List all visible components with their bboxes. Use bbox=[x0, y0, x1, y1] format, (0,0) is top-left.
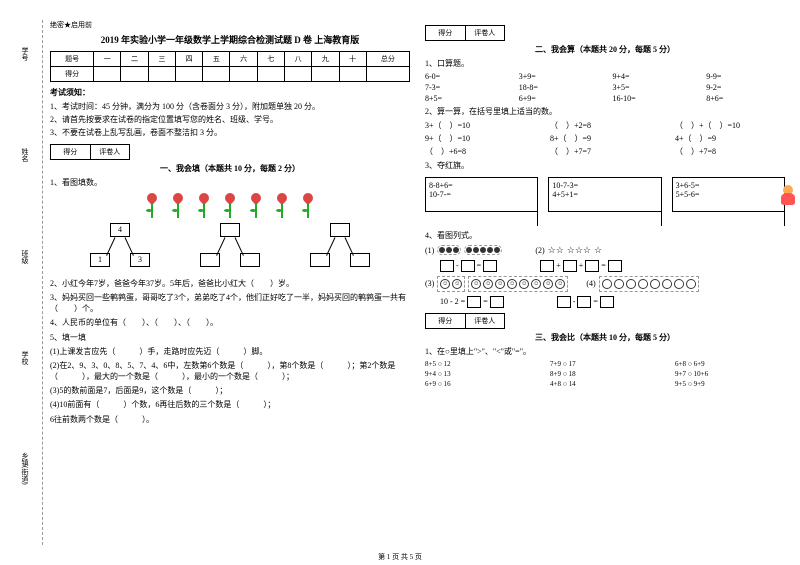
notice-item: 3、不要在试卷上乱写乱画，卷面不整洁扣 3 分。 bbox=[50, 127, 410, 138]
calc-row: 3+（ ）=10（ ）+2=8（ ）+（ ）=10 bbox=[425, 120, 785, 131]
q2-3: 3、夺红旗。 bbox=[425, 160, 785, 171]
score-table: 题号一二三四五六七八九十总分 得分 bbox=[50, 51, 410, 82]
score-box: 得分评卷人 bbox=[425, 313, 505, 329]
calc-row: 6-0=3+9=9+4=9-9= bbox=[425, 72, 785, 81]
q1-1: 1、看图填数。 bbox=[50, 177, 410, 188]
flower-icon bbox=[247, 193, 265, 218]
binding-margin: 学号 姓名 班级 学校 乡镇(街道) bbox=[8, 20, 43, 545]
pic-eq-boxes: - = + + = bbox=[425, 260, 785, 272]
q1-5b: (2)在2、9、3、0、8、5、7、4、6中，左数第6个数是（ ），第8个数是（… bbox=[50, 360, 410, 382]
section-2-title: 二、我会算（本题共 20 分，每题 5 分） bbox=[425, 44, 785, 55]
star-icon: ☆☆☆ bbox=[567, 245, 591, 256]
page-content: 绝密★启用前 2019 年实验小学一年级数学上学期综合检测试题 D 卷 上海教育… bbox=[0, 0, 800, 438]
tree-diagram bbox=[190, 223, 270, 273]
binding-field: 学号 bbox=[20, 47, 30, 94]
right-column: 得分评卷人 二、我会算（本题共 20 分，每题 5 分） 1、口算题。 6-0=… bbox=[425, 20, 785, 428]
flower-icon bbox=[273, 193, 291, 218]
flower-icon bbox=[143, 193, 161, 218]
q1-5d: (4)10前面有（ ）个数，6再往后数的三个数是（ ）； bbox=[50, 399, 410, 410]
calc-row: （ ）+6=8（ ）+7=7（ ）+7=8 bbox=[425, 146, 785, 157]
q1-5a: (1)上课发言应先（ ）手，走路时应先迈（ ）脚。 bbox=[50, 346, 410, 357]
face-group-icon: ☺☺☺☺☺☺☺☺ bbox=[468, 276, 568, 292]
q1-5e: 6往前数两个数是（ ）。 bbox=[50, 414, 410, 425]
flag: 10-7-3=4+5+1= bbox=[548, 177, 661, 212]
tree-diagram: 4 1 3 bbox=[80, 223, 160, 273]
flower-icon bbox=[221, 193, 239, 218]
q1-4: 4、人民币的单位有（ ）、（ ）、（ ）。 bbox=[50, 317, 410, 328]
notice-item: 1、考试时间：45 分钟，满分为 100 分（含卷面分 3 分），附加题单独 2… bbox=[50, 101, 410, 112]
q1-5c: (3)5的数前面是7，后面是9，这个数是（ ）； bbox=[50, 385, 410, 396]
calc-row: 8+5=6+9=16-10=8+6= bbox=[425, 94, 785, 103]
compare-row: 9+4 ○ 138+9 ○ 189+7 ○ 10+6 bbox=[425, 370, 785, 378]
compare-row: 8+5 ○ 127+9 ○ 176+8 ○ 6+9 bbox=[425, 360, 785, 368]
notice-title: 考试须知： bbox=[50, 87, 410, 98]
q2-2: 2、算一算，在括号里填上适当的数。 bbox=[425, 106, 785, 117]
dot-group-icon bbox=[464, 245, 502, 255]
star-icon: ☆ bbox=[594, 245, 602, 256]
secret-label: 绝密★启用前 bbox=[50, 20, 410, 30]
pic-eq-1: (1) (2) ☆☆ ☆☆☆ ☆ bbox=[425, 245, 785, 256]
dot-group-icon bbox=[437, 245, 461, 255]
pic-eq-3: (3) ☺☺ ☺☺☺☺☺☺☺☺ (4) bbox=[425, 276, 785, 292]
face-group-icon: ☺☺ bbox=[437, 276, 465, 292]
q1-5: 5、填一填 bbox=[50, 332, 410, 343]
binding-field: 姓名 bbox=[20, 148, 30, 195]
girl-icon bbox=[778, 185, 798, 210]
flower-icon bbox=[299, 193, 317, 218]
calc-row: 9+（ ）=108+（ ）=94+（ ）=9 bbox=[425, 133, 785, 144]
flag: 8-8+6=10-7-= bbox=[425, 177, 538, 212]
q3-1: 1、在○里填上">"、"<"或"="。 bbox=[425, 346, 785, 357]
score-box: 得分评卷人 bbox=[50, 144, 130, 160]
binding-field: 学校 bbox=[20, 351, 30, 398]
left-column: 绝密★启用前 2019 年实验小学一年级数学上学期综合检测试题 D 卷 上海教育… bbox=[50, 20, 410, 428]
pic-eq-boxes: 10 - 2 = = - = bbox=[425, 296, 785, 308]
tree-diagram bbox=[300, 223, 380, 273]
binding-field: 乡镇(街道) bbox=[20, 452, 30, 518]
q1-2: 2、小红今年7岁，爸爸今年37岁。5年后，爸爸比小红大（ ）岁。 bbox=[50, 278, 410, 289]
notice-item: 2、请首先按要求在试卷的指定位置填写您的姓名、班级、学号。 bbox=[50, 114, 410, 125]
flower-icon bbox=[195, 193, 213, 218]
q2-4: 4、看图列式。 bbox=[425, 230, 785, 241]
flower-row bbox=[50, 193, 410, 218]
compare-row: 6+9 ○ 164+8 ○ 149+5 ○ 9+9 bbox=[425, 380, 785, 388]
exam-title: 2019 年实验小学一年级数学上学期综合检测试题 D 卷 上海教育版 bbox=[50, 33, 410, 46]
page-footer: 第 1 页 共 5 页 bbox=[0, 552, 800, 562]
q2-1: 1、口算题。 bbox=[425, 58, 785, 69]
flag-row: 8-8+6=10-7-= 10-7-3=4+5+1= 3+6-5=5+5-6= bbox=[425, 177, 785, 212]
score-box: 得分评卷人 bbox=[425, 25, 505, 41]
section-1-title: 一、我会填（本题共 10 分，每题 2 分） bbox=[50, 163, 410, 174]
calc-row: 7-3=18-8=3+5=9-2= bbox=[425, 83, 785, 92]
section-3-title: 三、我会比（本题共 10 分，每题 5 分） bbox=[425, 332, 785, 343]
flower-icon bbox=[169, 193, 187, 218]
number-trees: 4 1 3 bbox=[50, 223, 410, 273]
moon-group-icon bbox=[599, 276, 699, 292]
star-icon: ☆☆ bbox=[548, 245, 564, 256]
flag: 3+6-5=5+5-6= bbox=[672, 177, 785, 212]
q1-3: 3、妈妈买回一些鹌鹑蛋，哥哥吃了3个，弟弟吃了4个，他们正好吃了一半，妈妈买回的… bbox=[50, 292, 410, 314]
binding-field: 班级 bbox=[20, 250, 30, 297]
